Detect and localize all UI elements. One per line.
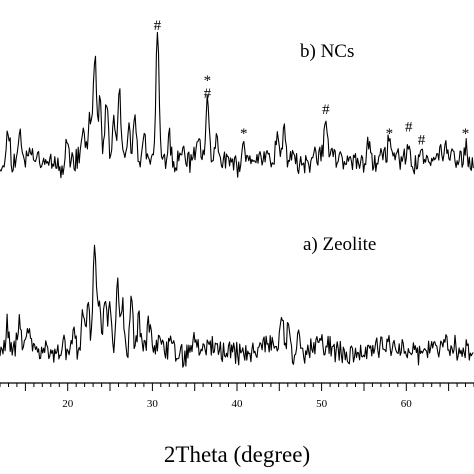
series-label-ncs: b) NCs	[300, 41, 354, 62]
series-line-zeolite	[0, 244, 474, 368]
peak-marker: *	[204, 73, 212, 89]
peak-marker: *	[240, 126, 248, 142]
peak-marker: *	[386, 126, 394, 142]
peak-marker: #	[204, 86, 212, 102]
x-tick-label: 40	[232, 398, 244, 410]
x-axis-label: 2Theta (degree)	[164, 442, 310, 467]
x-tick-label: 60	[401, 398, 413, 410]
peak-markers-group: #*#*#* ## *	[154, 18, 470, 148]
peak-marker: #	[322, 102, 330, 118]
peak-marker: #	[154, 18, 162, 34]
x-tick-label: 50	[316, 398, 328, 410]
peak-marker: *	[462, 126, 470, 142]
traces-group	[0, 31, 474, 368]
x-tick-label: 30	[147, 398, 159, 410]
series-label-zeolite: a) Zeolite	[303, 234, 376, 255]
x-tick-label: 20	[62, 398, 74, 410]
series-line-ncs	[0, 31, 474, 179]
x-axis-ticks: 20 30 40 50 60	[0, 383, 474, 410]
peak-marker: #	[405, 120, 413, 136]
peak-marker: #	[418, 132, 426, 148]
